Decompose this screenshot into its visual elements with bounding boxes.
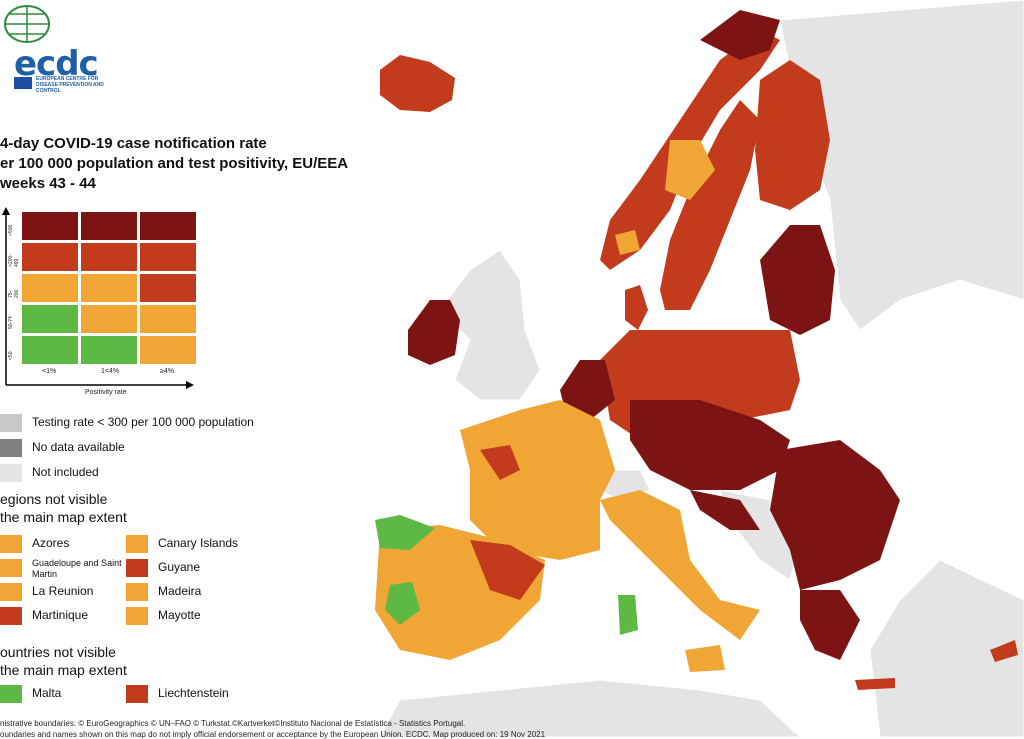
region-cyprus <box>990 640 1018 662</box>
legend-swatch <box>0 685 22 703</box>
region-spain-northwest <box>375 515 435 550</box>
region-norway-south <box>615 230 640 255</box>
legend-label: Canary Islands <box>158 536 239 550</box>
legend-swatch <box>126 535 148 553</box>
legend-swatch <box>0 535 22 553</box>
matrix-x-label: ≥4% <box>160 368 174 375</box>
matrix-x-label: 1<4% <box>101 368 120 375</box>
region-catalonia <box>470 540 545 600</box>
legend-label: Martinique <box>32 608 89 622</box>
region-sardinia <box>618 595 638 635</box>
region-iceland <box>380 55 455 112</box>
matrix-cell <box>22 212 78 240</box>
legend-label: Azores <box>32 536 70 550</box>
legend-swatch <box>126 583 148 601</box>
legend-label: Not included <box>32 465 99 479</box>
footer-disclaimer: oundaries and names shown on this map do… <box>0 730 546 739</box>
matrix-cell <box>81 274 137 302</box>
region-croatia <box>690 490 760 530</box>
region-france <box>460 400 615 560</box>
matrix-cell <box>22 243 78 271</box>
region-sweden-north <box>665 140 715 200</box>
globe-icon <box>4 5 50 43</box>
legend-label: La Reunion <box>32 584 94 598</box>
region-ireland <box>408 300 460 365</box>
legend-swatch <box>0 464 22 482</box>
matrix-cell <box>22 305 78 333</box>
legend-label: Madeira <box>158 584 202 598</box>
not-included-land <box>379 0 1024 737</box>
positivity-rate-label: Positivity rate <box>85 389 127 396</box>
logo-subtitle: EUROPEAN CENTRE FOR DISEASE PREVENTION A… <box>36 76 104 94</box>
region-baltics <box>760 225 835 335</box>
legend-swatch <box>0 414 22 432</box>
legend-label: No data available <box>32 440 125 454</box>
legend-swatch <box>126 685 148 703</box>
matrix-cell <box>81 212 137 240</box>
region-sweden <box>660 100 760 310</box>
matrix-cell <box>22 274 78 302</box>
matrix-x-label: <1% <box>42 368 57 375</box>
region-finland <box>755 60 830 210</box>
region-denmark <box>625 285 648 330</box>
legend-swatch <box>126 559 148 577</box>
region-norway-north <box>700 10 780 60</box>
region-greece <box>800 590 860 660</box>
region-czech-austria-hungary <box>630 400 790 490</box>
legend-swatch <box>0 439 22 457</box>
matrix-cell <box>81 305 137 333</box>
legend-label: Guyane <box>158 560 201 574</box>
region-spain-centre <box>385 582 420 625</box>
legend-label: Malta <box>32 686 62 700</box>
region-crete <box>855 678 895 690</box>
region-balkans <box>770 440 900 590</box>
legend-swatch <box>0 583 22 601</box>
eu-flag-icon <box>14 77 32 89</box>
matrix-cell <box>140 212 196 240</box>
legend-swatch <box>0 559 22 577</box>
legend-swatch <box>0 607 22 625</box>
matrix-cell <box>140 274 196 302</box>
matrix-cell <box>140 243 196 271</box>
matrix-cell <box>81 336 137 364</box>
region-benelux <box>560 360 615 420</box>
region-france-west <box>480 445 520 480</box>
matrix-cell <box>140 305 196 333</box>
legend-swatch <box>126 607 148 625</box>
map-title: 4-day COVID-19 case notification rate er… <box>0 135 349 192</box>
legend-label: Liechtenstein <box>158 686 229 700</box>
ecdc-logo: ecdc EUROPEAN CENTRE FOR DISEASE PREVENT… <box>2 4 104 94</box>
matrix-axes <box>2 207 194 389</box>
region-italy <box>600 490 760 640</box>
legend-label: Mayotte <box>158 608 201 622</box>
legend-label: Guadeloupe and Saint Martin <box>32 558 122 579</box>
footer-credits: nistrative boundaries: © EuroGeographics… <box>0 719 466 728</box>
matrix-cell <box>140 336 196 364</box>
countries-title: ountries not visible the main map extent <box>0 644 127 678</box>
matrix-cell <box>81 243 137 271</box>
region-sicily <box>685 645 725 672</box>
regions-title: egions not visible the main map extent <box>0 491 127 525</box>
matrix-cell <box>22 336 78 364</box>
legend-label: Testing rate < 300 per 100 000 populatio… <box>32 415 254 429</box>
